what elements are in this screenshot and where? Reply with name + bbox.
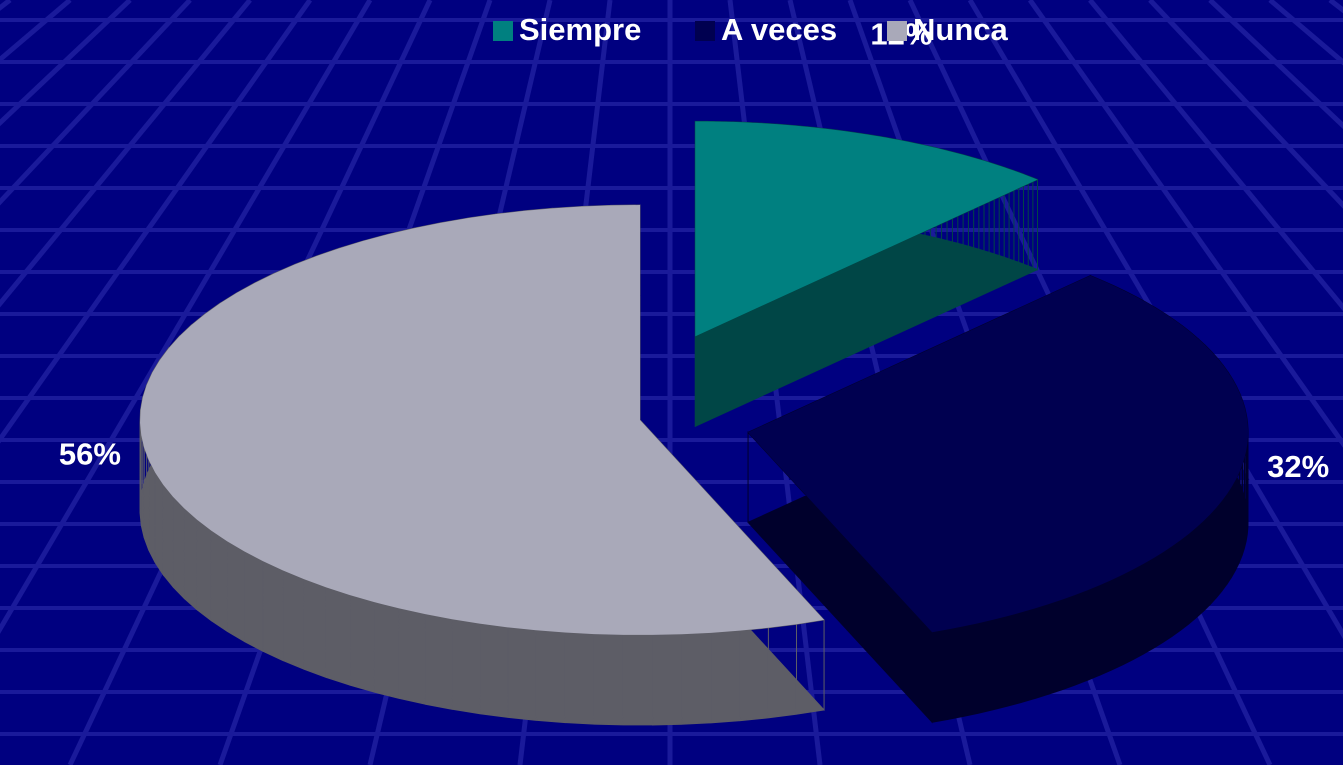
bg-line [1027, 0, 1343, 448]
slice [140, 205, 825, 635]
legend-swatch [493, 21, 513, 41]
legend-label: Siempre [519, 12, 641, 47]
bg-line [0, 0, 192, 206]
bg-line [0, 0, 252, 308]
legend-label: A veces [721, 12, 837, 47]
bg-line [0, 0, 313, 444]
slice [695, 121, 1038, 337]
bg-line [1148, 0, 1343, 209]
legend-swatch [695, 21, 715, 41]
data-label: 56% [59, 437, 121, 472]
slice [748, 275, 1249, 633]
bg-line [0, 0, 373, 634]
data-label: 32% [1267, 449, 1329, 484]
legend-swatch [887, 21, 907, 41]
legend-label: Nunca [913, 12, 1009, 47]
bg-line [1088, 0, 1343, 312]
